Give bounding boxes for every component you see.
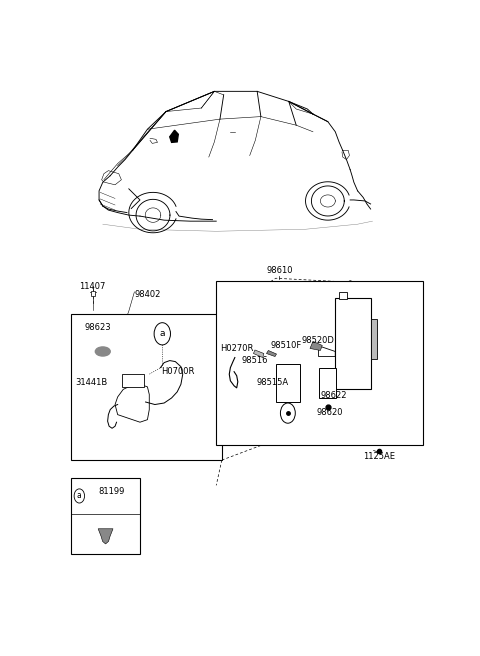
Text: a: a	[77, 491, 82, 501]
Text: 98620: 98620	[317, 407, 343, 417]
Text: 81199: 81199	[98, 487, 124, 497]
Text: 98510F: 98510F	[271, 341, 302, 350]
Text: H0700R: H0700R	[161, 367, 194, 376]
Circle shape	[280, 403, 295, 423]
Text: 98622: 98622	[321, 392, 347, 400]
FancyBboxPatch shape	[371, 319, 377, 359]
Text: 98516: 98516	[241, 356, 268, 365]
Text: 31441B: 31441B	[75, 379, 107, 387]
Text: 1125AE: 1125AE	[363, 452, 395, 461]
Text: 98610: 98610	[266, 266, 293, 275]
Polygon shape	[91, 291, 95, 296]
FancyBboxPatch shape	[216, 281, 423, 445]
FancyBboxPatch shape	[319, 367, 336, 398]
FancyBboxPatch shape	[335, 298, 371, 390]
Text: 98515A: 98515A	[256, 379, 288, 387]
Ellipse shape	[96, 347, 110, 356]
Polygon shape	[310, 341, 322, 350]
FancyBboxPatch shape	[71, 478, 140, 554]
Polygon shape	[253, 350, 264, 358]
Polygon shape	[266, 350, 276, 357]
Text: 98623: 98623	[84, 323, 111, 332]
Text: a: a	[159, 329, 165, 338]
Text: H0270R: H0270R	[220, 344, 253, 354]
Text: 98520D: 98520D	[302, 336, 335, 345]
Text: 11407: 11407	[79, 282, 106, 291]
FancyBboxPatch shape	[71, 314, 222, 460]
Polygon shape	[170, 131, 178, 142]
Text: 98402: 98402	[134, 291, 161, 299]
Polygon shape	[98, 529, 113, 544]
FancyBboxPatch shape	[338, 292, 347, 299]
FancyBboxPatch shape	[276, 364, 300, 402]
FancyBboxPatch shape	[122, 374, 144, 387]
